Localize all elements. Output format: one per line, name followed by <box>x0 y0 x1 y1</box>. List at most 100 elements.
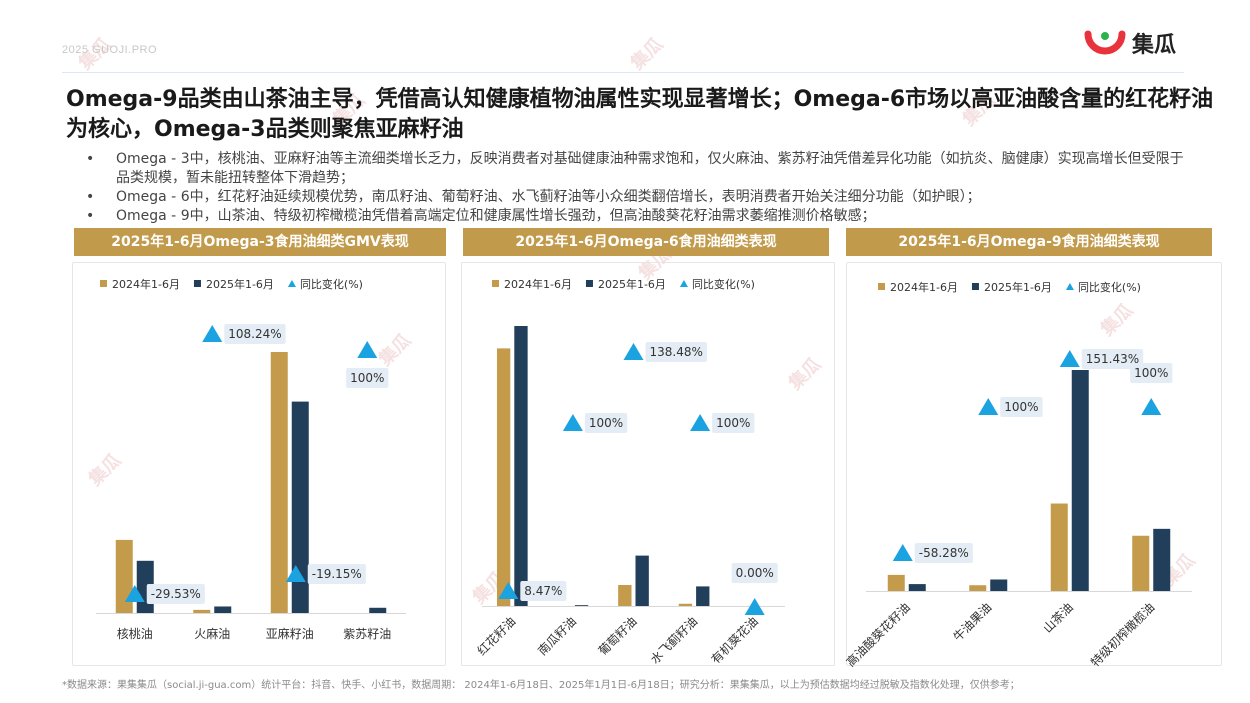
chart-title-omega9: 2025年1-6月Omega-9食用油细类表现 <box>846 228 1212 256</box>
jigua-logo-icon <box>1084 30 1126 55</box>
omega6-yoy-marker-1 <box>562 414 583 431</box>
omega9-legend-triangle-icon <box>1065 283 1074 290</box>
omega6-bar-2024-0 <box>496 348 511 606</box>
omega3-yoy-label-0: -29.53% <box>151 587 201 601</box>
omega3-category-label-1: 火麻油 <box>194 626 230 641</box>
omega9-bar-2025-2 <box>1071 370 1089 591</box>
omega3-legend-label-2: 同比变化(%) <box>300 277 363 291</box>
omega6-bar-2024-2 <box>618 585 632 606</box>
omega6-yoy-label-1: 100% <box>589 416 623 430</box>
omega3-bar-2024-2 <box>270 352 288 613</box>
omega9-legend-label-1: 2025年1-6月 <box>984 280 1052 294</box>
omega6-yoy-label-bg-4 <box>731 563 778 583</box>
omega3-category-label-0: 核桃油 <box>117 626 153 641</box>
page-title: Omega-9品类由山茶油主导，凭借高认知健康植物油属性实现显著增长；Omega… <box>66 87 1214 142</box>
bullet-omega9: Omega - 9中，山茶油、特级初榨橄榄油凭借着高端定位和健康属性增长强劲，但… <box>86 207 1196 226</box>
omega6-bar-2024-3 <box>678 603 693 606</box>
omega6-yoy-label-0: 8.47% <box>524 584 562 598</box>
omega6-category-label-2: 葡萄籽油 <box>596 614 640 658</box>
omega6-legend-triangle-icon <box>679 280 688 287</box>
brand-logo: 集瓜 <box>1084 26 1176 60</box>
omega6-category-label-4: 有机葵花油 <box>708 614 761 667</box>
omega6-category-label-3: 水飞蓟籽油 <box>648 614 700 666</box>
omega6-legend-swatch-0 <box>492 280 499 287</box>
chart-title-omega3: 2025年1-6月Omega-3食用油细类GMV表现 <box>74 228 446 256</box>
omega9-yoy-label-bg-2 <box>1081 349 1144 369</box>
omega9-legend-swatch-1 <box>971 283 979 290</box>
omega6-legend-label-1: 2025年1-6月 <box>598 277 666 291</box>
omega3-bar-2025-2 <box>291 401 309 613</box>
omega9-legend-swatch-0 <box>878 283 885 290</box>
omega9-category-label-2: 山茶油 <box>1040 600 1076 636</box>
omega3-legend-swatch-1 <box>193 280 201 287</box>
omega9-yoy-marker-1 <box>978 398 999 415</box>
omega3-yoy-marker-3 <box>357 341 378 358</box>
omega9-bar-2025-3 <box>1153 528 1171 591</box>
omega9-legend-label-0: 2024年1-6月 <box>890 280 958 294</box>
omega6-yoy-label-bg-2 <box>645 342 707 362</box>
omega6-bar-2025-1 <box>574 605 589 606</box>
omega9-category-label-0: 高油酸葵花籽油 <box>843 600 913 670</box>
omega6-yoy-label-bg-3 <box>712 413 755 433</box>
data-source-footnote: *数据来源：果集集瓜（social.ji-gua.com）统计平台：抖音、快手、… <box>62 680 1020 691</box>
omega3-legend-label-1: 2025年1-6月 <box>206 277 274 291</box>
report-year-site: 2025 GUOJI.PRO <box>62 44 158 56</box>
omega9-yoy-label-2: 151.43% <box>1086 352 1139 366</box>
bullet-omega3: Omega - 3中，核桃油、亚麻籽油等主流细类增长乏力，反映消费者对基础健康油… <box>86 150 1196 188</box>
omega6-legend-label-2: 同比变化(%) <box>692 277 755 291</box>
omega9-bar-2024-1 <box>969 585 987 591</box>
omega3-legend-swatch-0 <box>100 280 107 287</box>
omega9-yoy-marker-2 <box>1059 350 1080 367</box>
omega9-category-label-1: 牛油果油 <box>950 600 995 645</box>
omega3-yoy-label-bg-1 <box>224 324 286 344</box>
omega6-bar-2025-3 <box>696 586 710 606</box>
omega3-yoy-label-bg-2 <box>307 564 366 584</box>
bullet-omega6: Omega - 6中，红花籽油延续规模优势，南瓜籽油、葡萄籽油、水飞蓟籽油等小众… <box>86 188 1196 207</box>
logo-text: 集瓜 <box>1131 33 1176 58</box>
omega3-yoy-marker-1 <box>202 325 223 342</box>
omega6-yoy-marker-0 <box>498 582 519 599</box>
omega3-category-label-2: 亚麻籽油 <box>266 626 314 641</box>
chart-panel-omega9 <box>846 262 1222 666</box>
omega6-yoy-label-bg-1 <box>584 413 628 433</box>
omega9-legend-label-2: 同比变化(%) <box>1078 280 1141 294</box>
omega6-category-label-1: 南瓜籽油 <box>534 614 579 659</box>
omega6-yoy-label-4: 0.00% <box>736 566 774 580</box>
omega9-yoy-label-bg-1 <box>1000 397 1043 417</box>
chart-panel-omega6 <box>461 262 835 666</box>
omega9-bar-2024-2 <box>1050 503 1068 591</box>
omega6-legend-label-0: 2024年1-6月 <box>504 277 572 291</box>
omega3-yoy-label-2: -19.15% <box>312 567 362 581</box>
omega3-bar-2024-0 <box>115 539 133 613</box>
omega6-yoy-label-bg-0 <box>520 581 567 601</box>
omega3-yoy-label-3: 100% <box>350 371 384 385</box>
insight-bullets: Omega - 3中，核桃油、亚麻籽油等主流细类增长乏力，反映消费者对基础健康油… <box>86 150 1196 226</box>
omega6-bar-2025-0 <box>514 326 528 606</box>
omega9-yoy-label-3: 100% <box>1134 366 1168 380</box>
omega6-category-label-0: 红花籽油 <box>474 614 519 659</box>
omega6-yoy-marker-2 <box>623 343 644 360</box>
omega9-yoy-label-bg-0 <box>914 543 973 563</box>
header-divider <box>62 72 1184 73</box>
omega3-legend-label-0: 2024年1-6月 <box>112 277 180 291</box>
omega3-yoy-marker-0 <box>124 585 145 602</box>
chart-panel-omega3 <box>72 262 446 666</box>
omega9-category-label-3: 特级初榨橄榄油 <box>1087 600 1157 670</box>
omega3-bar-2025-1 <box>214 606 232 613</box>
omega3-yoy-label-1: 108.24% <box>228 327 281 341</box>
omega9-bar-2025-0 <box>908 584 926 591</box>
omega3-bar-2024-1 <box>193 609 211 613</box>
omega9-yoy-label-0: -58.28% <box>919 546 969 560</box>
omega3-yoy-label-bg-0 <box>146 584 205 604</box>
omega6-yoy-label-3: 100% <box>716 416 750 430</box>
omega3-category-label-3: 紫苏籽油 <box>343 627 391 641</box>
omega3-yoy-marker-2 <box>285 565 306 582</box>
omega3-bar-2025-3 <box>369 607 387 613</box>
omega9-yoy-marker-3 <box>1141 398 1162 415</box>
omega6-yoy-marker-3 <box>690 414 711 431</box>
omega9-yoy-label-bg-3 <box>1130 363 1173 383</box>
omega6-bar-2025-2 <box>635 555 649 606</box>
chart-title-omega6: 2025年1-6月Omega-6食用油细类表现 <box>463 228 829 256</box>
omega6-yoy-marker-4 <box>744 598 765 615</box>
omega3-yoy-label-bg-3 <box>346 368 389 388</box>
